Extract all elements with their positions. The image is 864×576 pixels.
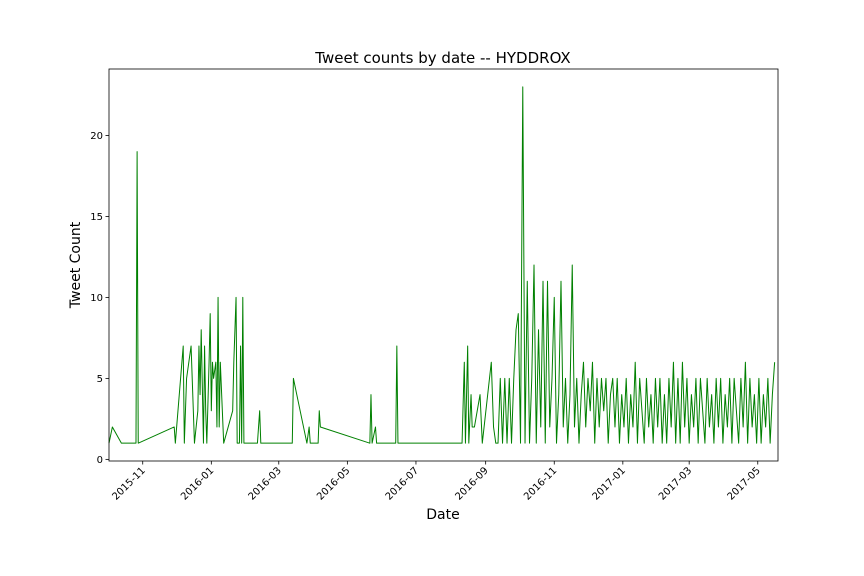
data-line bbox=[108, 86, 776, 444]
y-tick-label: 15 bbox=[90, 212, 103, 223]
y-tick-label: 5 bbox=[97, 374, 103, 385]
y-tick-label: 0 bbox=[97, 455, 103, 466]
x-axis-label: Date bbox=[426, 507, 459, 523]
y-tick-label: 10 bbox=[90, 293, 103, 304]
chart-title: Tweet counts by date -- HYDDROX bbox=[314, 49, 570, 67]
y-axis-label: Tweet Count bbox=[68, 221, 84, 309]
plot-frame bbox=[108, 68, 779, 462]
y-tick-label: 20 bbox=[90, 131, 103, 142]
